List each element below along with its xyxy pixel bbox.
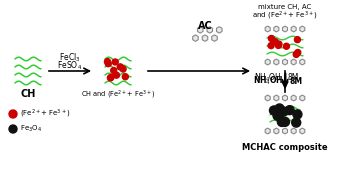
Circle shape	[295, 50, 301, 56]
Text: 8M: 8M	[289, 77, 302, 85]
Text: and (Fe$^{2+}$+ Fe$^{3+}$): and (Fe$^{2+}$+ Fe$^{3+}$)	[252, 10, 318, 22]
Circle shape	[9, 110, 17, 118]
Circle shape	[285, 106, 294, 115]
Text: FeSO$_4$: FeSO$_4$	[57, 60, 83, 72]
Circle shape	[283, 43, 290, 49]
Circle shape	[112, 59, 118, 65]
Circle shape	[279, 107, 288, 116]
Circle shape	[107, 75, 113, 81]
Text: mixture CH, AC: mixture CH, AC	[258, 4, 312, 10]
Circle shape	[120, 66, 126, 72]
Circle shape	[117, 64, 123, 70]
Text: CH: CH	[20, 89, 36, 99]
Circle shape	[268, 36, 274, 41]
Text: Fe$_3$O$_4$: Fe$_3$O$_4$	[20, 124, 42, 134]
Circle shape	[270, 106, 279, 115]
Circle shape	[277, 117, 286, 126]
Text: FeCl$_3$: FeCl$_3$	[59, 51, 81, 64]
Circle shape	[292, 118, 301, 127]
Circle shape	[293, 110, 302, 119]
Text: 8M: 8M	[288, 74, 299, 83]
Circle shape	[108, 74, 114, 80]
Text: NH$_4$OH: NH$_4$OH	[254, 72, 282, 84]
Circle shape	[105, 61, 111, 67]
Text: NH$_4$OH: NH$_4$OH	[253, 75, 283, 87]
Text: (Fe$^{2+}$+ Fe$^{3+}$): (Fe$^{2+}$+ Fe$^{3+}$)	[20, 108, 71, 120]
Circle shape	[294, 37, 300, 43]
Circle shape	[268, 43, 274, 49]
Circle shape	[274, 111, 283, 119]
Circle shape	[276, 41, 282, 47]
Circle shape	[281, 117, 290, 126]
Circle shape	[122, 74, 128, 80]
Circle shape	[111, 67, 117, 74]
Text: AC: AC	[198, 21, 212, 31]
Circle shape	[272, 39, 278, 45]
Circle shape	[104, 59, 110, 65]
Circle shape	[113, 72, 119, 78]
Circle shape	[275, 104, 284, 113]
Circle shape	[273, 111, 282, 120]
Circle shape	[9, 125, 17, 133]
Text: MCHAC composite: MCHAC composite	[242, 143, 328, 152]
Circle shape	[275, 42, 281, 48]
Text: CH and (Fe$^{2+}$+ Fe$^{3+}$): CH and (Fe$^{2+}$+ Fe$^{3+}$)	[81, 89, 155, 101]
Circle shape	[293, 51, 299, 57]
